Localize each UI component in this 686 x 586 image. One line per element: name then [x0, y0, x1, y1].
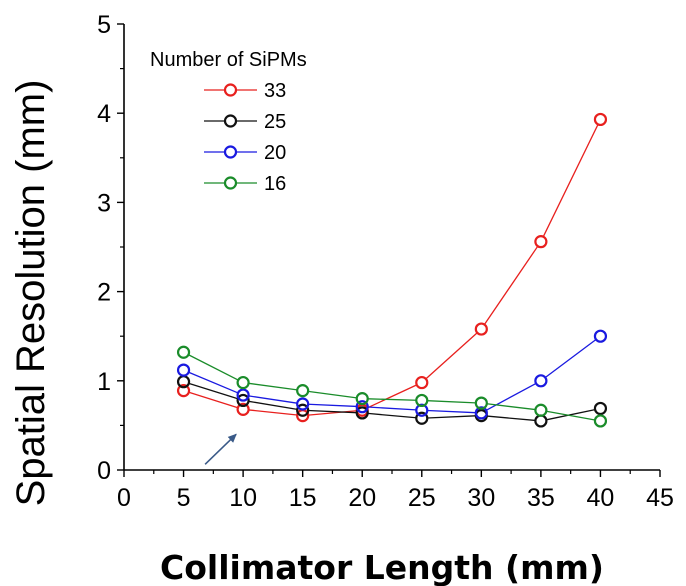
series-line-segment [483, 245, 539, 325]
x-tick-label: 10 [229, 484, 257, 512]
legend-item-33: 33 [204, 80, 286, 102]
legend-item-16: 16 [204, 173, 286, 195]
x-tick-label: 45 [646, 484, 674, 512]
x-tick-label: 25 [408, 484, 436, 512]
data-point [176, 363, 191, 377]
series-line-segment [248, 395, 298, 404]
data-point [296, 397, 310, 411]
series-line-segment [544, 338, 597, 379]
data-point [415, 411, 429, 425]
x-tick-label: 20 [348, 484, 376, 512]
series-line-segment [367, 412, 417, 419]
data-point [236, 393, 250, 408]
y-tick-label: 0 [97, 457, 111, 485]
data-point [176, 345, 191, 359]
legend-marker [223, 145, 238, 159]
x-tick-label: 35 [527, 484, 555, 512]
series-line-segment [308, 403, 357, 408]
legend-item-20: 20 [204, 142, 286, 164]
annotation-arrow [204, 433, 237, 465]
series-line-segment [486, 403, 536, 411]
series-line-segment [486, 415, 536, 422]
data-point [534, 403, 548, 417]
series-line-segment [188, 354, 239, 381]
series-line-segment [188, 371, 239, 394]
legend: Number of SiPMs 33 25 20 16 [150, 49, 307, 195]
data-point [474, 322, 488, 336]
series-16 [176, 345, 608, 428]
series-line-segment [308, 409, 357, 414]
series-line-segment [425, 332, 478, 380]
series-line-segment [248, 382, 298, 391]
data-point [176, 384, 191, 398]
legend-marker [223, 176, 238, 190]
legend-marker [223, 83, 238, 97]
series-line-segment [188, 391, 239, 409]
y-tick-label: 4 [97, 100, 111, 128]
data-point [415, 403, 429, 417]
series-20 [176, 329, 608, 420]
data-point [534, 235, 548, 249]
data-point [355, 400, 369, 414]
series-line-segment [367, 406, 417, 411]
data-point [236, 375, 250, 390]
data-point [296, 403, 310, 417]
series-line-segment [546, 410, 596, 421]
legend-label: 25 [264, 111, 286, 133]
y-axis-label: Spatial Resolution (mm) [9, 80, 53, 507]
data-point [534, 414, 548, 428]
y-tick-label: 1 [97, 368, 111, 396]
data-point [474, 396, 488, 410]
y-tick-label: 3 [97, 189, 111, 217]
legend-label: 33 [264, 80, 286, 102]
x-tick-label: 30 [467, 484, 495, 512]
data-point [236, 388, 250, 402]
x-tick-label: 5 [177, 484, 191, 512]
series-33 [176, 112, 608, 423]
x-ticks: 0 5 10 15 20 25 30 35 40 45 [117, 470, 674, 512]
series-line-segment [308, 410, 357, 416]
data-point [236, 402, 250, 416]
series-layer [176, 112, 608, 428]
series-line-segment [367, 398, 417, 401]
series-line-segment [366, 384, 418, 409]
y-tick-label: 5 [97, 11, 111, 39]
legend-label: 20 [264, 142, 286, 164]
series-line-segment [427, 415, 476, 419]
y-ticks: 0 1 2 3 4 5 [97, 11, 124, 485]
axes [123, 24, 660, 471]
data-point [355, 392, 369, 406]
legend-item-25: 25 [204, 111, 286, 133]
series-line-segment [248, 409, 298, 416]
x-tick-label: 0 [117, 484, 131, 512]
series-line-segment [248, 400, 298, 410]
legend-title: Number of SiPMs [150, 49, 307, 71]
data-point [593, 112, 608, 127]
series-line-segment [308, 390, 357, 399]
data-point [534, 374, 548, 388]
x-tick-label: 40 [587, 484, 615, 512]
legend-label: 16 [264, 173, 286, 195]
data-point [355, 406, 369, 420]
data-point [296, 384, 310, 398]
x-tick-label: 15 [289, 484, 317, 512]
series-line-segment [542, 124, 599, 237]
data-point [593, 414, 608, 428]
data-point [474, 406, 488, 420]
data-point [593, 401, 608, 416]
series-line-segment [546, 408, 596, 421]
legend-marker [223, 114, 238, 128]
y-tick-label: 2 [97, 279, 111, 307]
series-line-segment [427, 409, 476, 414]
data-point [415, 393, 429, 408]
series-25 [176, 375, 608, 428]
series-line-segment [188, 382, 239, 400]
series-line-segment [485, 382, 537, 411]
x-axis-label: Collimator Length (mm) [160, 548, 604, 586]
data-point [593, 329, 608, 343]
data-point [415, 375, 429, 390]
series-line-segment [427, 400, 476, 404]
